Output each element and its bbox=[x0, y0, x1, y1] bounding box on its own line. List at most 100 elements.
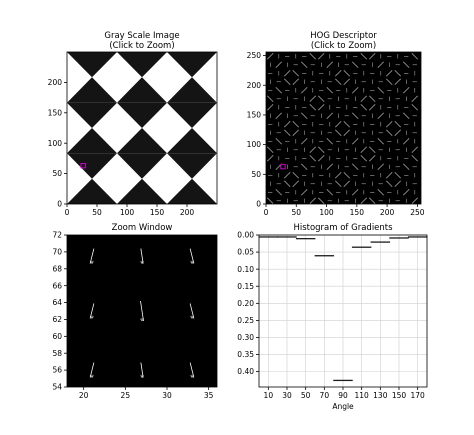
hog-orientation-line bbox=[267, 155, 274, 162]
hog-orientation-line bbox=[191, 375, 195, 378]
hog-orientation-line bbox=[352, 61, 359, 68]
triangle-tile bbox=[117, 52, 167, 78]
hog-orientation-line bbox=[89, 362, 95, 378]
y-tick-label: 68 bbox=[52, 264, 62, 273]
y-tick-label: 0.05 bbox=[237, 248, 254, 257]
gradient-star bbox=[139, 300, 145, 322]
hog-orientation-line bbox=[91, 315, 95, 319]
y-tick-label: 100 bbox=[247, 140, 262, 149]
hog-orientation-line bbox=[267, 197, 274, 204]
hog-orientation-line bbox=[360, 146, 367, 153]
y-tick-label: 0.30 bbox=[237, 333, 254, 342]
hog-orientation-line bbox=[352, 138, 359, 145]
histogram-bar bbox=[314, 255, 335, 257]
x-tick-label: 150 bbox=[150, 208, 165, 217]
hog-orientation-line bbox=[369, 197, 376, 204]
triangle-tile bbox=[67, 52, 117, 78]
axes-frame bbox=[66, 51, 218, 205]
hog-orientation-line bbox=[360, 95, 367, 102]
hog-orientation-line bbox=[343, 70, 350, 77]
hog-orientation-line bbox=[318, 95, 325, 102]
y-tick-label: 66 bbox=[52, 281, 62, 290]
gradient-star bbox=[89, 303, 95, 319]
axes-frame bbox=[258, 234, 428, 388]
hog-orientation-line bbox=[189, 248, 195, 264]
triangle-tile bbox=[67, 77, 117, 103]
hog-orientation-line bbox=[335, 129, 342, 136]
axes: 0 50 100 150 200 250 0 50 100 150 200 250 bbox=[247, 51, 425, 217]
axes-frame bbox=[66, 234, 218, 388]
hog-orientation-line bbox=[89, 303, 95, 319]
triangle-tile bbox=[167, 128, 217, 154]
hog-orientation-line bbox=[394, 70, 401, 77]
hog-orientation-line bbox=[309, 95, 316, 102]
hog-orientation-line bbox=[335, 172, 342, 179]
hog-orientation-line bbox=[335, 121, 342, 128]
y-tick-label: 200 bbox=[247, 81, 262, 90]
gray-scale-image[interactable] bbox=[67, 52, 217, 204]
hog-descriptor-image[interactable] bbox=[266, 52, 421, 204]
y-tick-label: 100 bbox=[48, 139, 63, 148]
hog-orientation-line bbox=[267, 104, 274, 111]
hog-orientation-line bbox=[394, 78, 401, 85]
hog-orientation-line bbox=[343, 180, 350, 187]
x-tick-label: 0 bbox=[65, 208, 70, 217]
gray-scale-image-panel[interactable]: 0 50 100 150 200 0 50 100 150 200 Gray Scale Image… bbox=[48, 31, 218, 217]
hog-orientation-line bbox=[301, 112, 308, 119]
triangle-tile bbox=[117, 128, 167, 154]
y-tick-label: 0.10 bbox=[237, 265, 254, 274]
hog-orientation-line bbox=[301, 61, 308, 68]
zoom-window-panel: 20 25 30 35 54 56 58 60 62 64 66 68 70 72 Zoom Window bbox=[52, 223, 218, 400]
hog-orientation-line bbox=[301, 87, 308, 94]
hog-orientation-line bbox=[360, 155, 367, 162]
x-tick-label: 100 bbox=[120, 208, 135, 217]
y-tick-label: 56 bbox=[52, 366, 62, 375]
hog-orientation-line bbox=[284, 70, 291, 77]
hog-orientation-line bbox=[284, 78, 291, 85]
x-tick-label: 50 bbox=[92, 208, 102, 217]
x-axis-label: Angle bbox=[332, 402, 354, 411]
hog-orientation-line bbox=[386, 129, 393, 136]
hog-orientation-line bbox=[91, 261, 95, 264]
hog-orientation-line bbox=[284, 129, 291, 136]
hog-orientation-line bbox=[91, 375, 95, 378]
hog-orientation-line bbox=[309, 155, 316, 162]
x-tick-label: 70 bbox=[320, 391, 330, 400]
x-tick-label: 50 bbox=[292, 208, 302, 217]
hog-orientation-line bbox=[275, 61, 282, 68]
hog-orientation-line bbox=[394, 172, 401, 179]
hog-orientation-line bbox=[292, 129, 299, 136]
hog-orientation-line bbox=[309, 197, 316, 204]
chart-title: Gray Scale Image bbox=[104, 31, 179, 41]
y-tick-label: 50 bbox=[251, 170, 261, 179]
y-tick-label: 0.20 bbox=[237, 299, 254, 308]
triangle-tile bbox=[167, 153, 217, 179]
x-tick-label: 150 bbox=[350, 208, 365, 217]
hog-orientation-line bbox=[89, 375, 93, 378]
hog-orientation-line bbox=[267, 95, 274, 102]
x-tick-label: 30 bbox=[162, 391, 172, 400]
hog-orientation-line bbox=[369, 53, 376, 60]
hog-orientation-line bbox=[309, 53, 316, 60]
hog-orientation-line bbox=[89, 248, 95, 264]
y-tick-label: 64 bbox=[52, 298, 62, 307]
axes: 0 50 100 150 200 0 50 100 150 200 bbox=[48, 51, 218, 217]
y-tick-label: 150 bbox=[247, 111, 262, 120]
hog-orientation-line bbox=[360, 197, 367, 204]
hog-orientation-line bbox=[343, 78, 350, 85]
hog-orientation-line bbox=[326, 112, 333, 119]
triangle-tile bbox=[167, 52, 217, 78]
selection-marker bbox=[280, 163, 286, 170]
hog-orientation-line bbox=[386, 180, 393, 187]
hog-orientation-line bbox=[318, 146, 325, 153]
hog-orientation-line bbox=[284, 180, 291, 187]
histogram-bar bbox=[333, 379, 353, 382]
hog-orientation-line bbox=[267, 146, 274, 153]
gradient-star bbox=[189, 362, 195, 378]
y-tick-label: 58 bbox=[52, 349, 62, 358]
histogram-bar bbox=[370, 241, 391, 243]
hog-orientation-line bbox=[377, 112, 384, 119]
triangle-tile bbox=[67, 102, 117, 128]
hog-orientation-line bbox=[318, 104, 325, 111]
hog-descriptor-panel[interactable]: 0 50 100 150 200 250 0 50 100 150 200 250 HOG Descri… bbox=[247, 31, 425, 217]
